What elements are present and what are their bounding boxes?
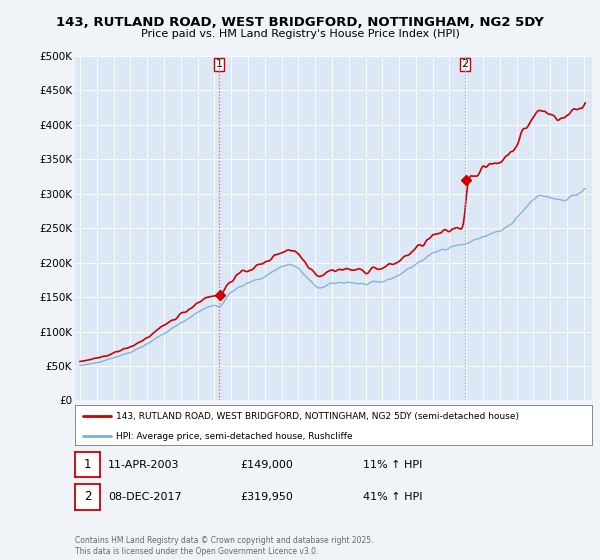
Text: £319,950: £319,950 xyxy=(240,492,293,502)
Text: HPI: Average price, semi-detached house, Rushcliffe: HPI: Average price, semi-detached house,… xyxy=(116,432,353,441)
Text: 1: 1 xyxy=(215,59,223,69)
Text: 11-APR-2003: 11-APR-2003 xyxy=(108,460,179,469)
Text: 08-DEC-2017: 08-DEC-2017 xyxy=(108,492,182,502)
Text: £149,000: £149,000 xyxy=(240,460,293,469)
Text: 11% ↑ HPI: 11% ↑ HPI xyxy=(363,460,422,469)
Text: Price paid vs. HM Land Registry's House Price Index (HPI): Price paid vs. HM Land Registry's House … xyxy=(140,29,460,39)
Text: 143, RUTLAND ROAD, WEST BRIDGFORD, NOTTINGHAM, NG2 5DY (semi-detached house): 143, RUTLAND ROAD, WEST BRIDGFORD, NOTTI… xyxy=(116,412,520,421)
Text: 143, RUTLAND ROAD, WEST BRIDGFORD, NOTTINGHAM, NG2 5DY: 143, RUTLAND ROAD, WEST BRIDGFORD, NOTTI… xyxy=(56,16,544,29)
Text: 2: 2 xyxy=(84,491,91,503)
Text: 1: 1 xyxy=(84,458,91,471)
Text: 41% ↑ HPI: 41% ↑ HPI xyxy=(363,492,422,502)
Text: 2: 2 xyxy=(461,59,469,69)
Text: Contains HM Land Registry data © Crown copyright and database right 2025.
This d: Contains HM Land Registry data © Crown c… xyxy=(75,536,373,556)
